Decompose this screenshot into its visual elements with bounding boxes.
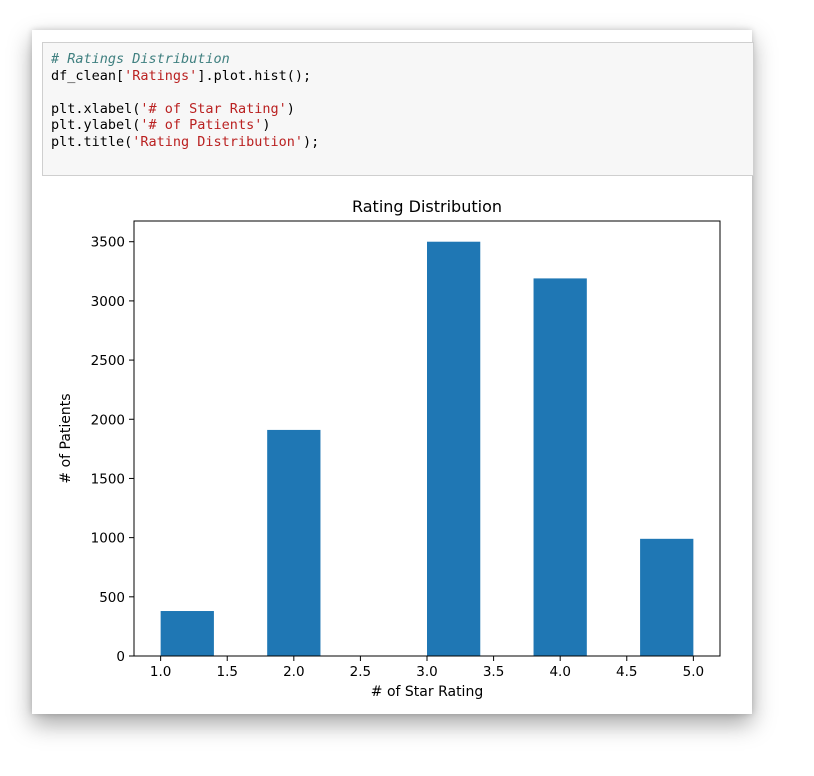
code-cell[interactable]: # Ratings Distribution df_clean['Ratings'… [42, 42, 754, 176]
code-line: df_clean['Ratings'].plot.hist(); [51, 68, 745, 85]
code-line: # Ratings Distribution [51, 51, 745, 68]
code-line: plt.ylabel('# of Patients') [51, 117, 745, 134]
code-line: plt.title('Rating Distribution'); [51, 134, 745, 151]
code-line: plt.xlabel('# of Star Rating') [51, 101, 745, 118]
code-token: plt.ylabel( [51, 117, 141, 133]
code-token: # Ratings Distribution [51, 51, 230, 67]
notebook-output-card: # Ratings Distribution df_clean['Ratings'… [32, 30, 754, 714]
code-token: df_clean[ [51, 67, 125, 84]
code-token: 'Ratings' [124, 67, 198, 84]
code-token: 'Rating Distribution' [132, 133, 303, 150]
code-token: ); [302, 133, 320, 150]
code-token: '# of Star Rating' [140, 100, 287, 117]
code-line [51, 84, 745, 101]
code-token: ) [262, 117, 271, 133]
code-token: ].plot.hist(); [197, 67, 312, 84]
code-token: plt.xlabel( [51, 100, 141, 117]
code-token: '# of Patients' [140, 117, 263, 133]
code-token: ) [286, 100, 295, 117]
code-token: plt.title( [51, 133, 133, 150]
